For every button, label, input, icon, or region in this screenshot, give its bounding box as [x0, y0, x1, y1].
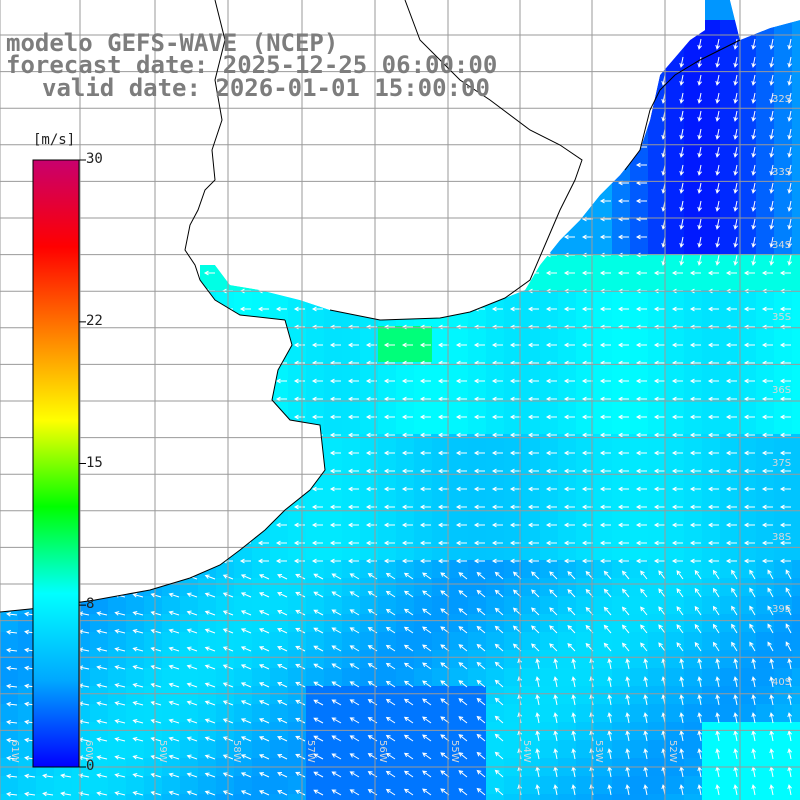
lon-label: 53W — [593, 740, 604, 763]
grid-labels: 32S 33S 34S 35S 36S 37S 38S 39S 40S 61W 60W 59W 58W 5… — [9, 94, 791, 763]
lat-label: 38S — [772, 532, 791, 543]
lat-label: 34S — [772, 240, 791, 251]
colorbar-tick-label: 15 — [86, 454, 103, 471]
lon-label: 58W — [231, 740, 242, 763]
coastline — [0, 0, 741, 613]
map-title-model: modelo GEFS-WAVE (NCEP) — [6, 29, 339, 57]
colorbar-tick-label: 30 — [86, 151, 103, 167]
lon-label: 56W — [377, 740, 388, 763]
lat-label: 39S — [772, 604, 791, 615]
colorbar-gradient — [32, 159, 80, 768]
lat-label: 33S — [772, 167, 791, 178]
lon-label: 54W — [521, 740, 532, 763]
colorbar — [32, 159, 86, 768]
lon-label: 52W — [667, 740, 678, 763]
lat-label: 40S — [772, 677, 791, 688]
colorbar-tick-label: 0 — [86, 758, 95, 774]
lat-label: 32S — [772, 94, 791, 105]
colorbar-unit: [m/s] — [33, 132, 76, 148]
map-title-valid-date: valid date: 2026-01-01 15:00:00 — [42, 74, 490, 102]
lon-label: 60W — [83, 740, 94, 763]
lon-label: 59W — [157, 740, 168, 763]
lon-label: 61W — [9, 740, 20, 763]
lat-label: 35S — [772, 312, 791, 323]
lon-label: 55W — [449, 740, 460, 763]
lat-label: 37S — [772, 458, 791, 469]
lat-label: 36S — [772, 385, 791, 396]
colorbar-tick-label: 22 — [86, 312, 103, 329]
lon-label: 57W — [305, 740, 316, 763]
colorbar-tick-label: 8 — [86, 596, 95, 613]
map-title-forecast-date: forecast date: 2025-12-25 06:00:00 — [6, 51, 498, 79]
